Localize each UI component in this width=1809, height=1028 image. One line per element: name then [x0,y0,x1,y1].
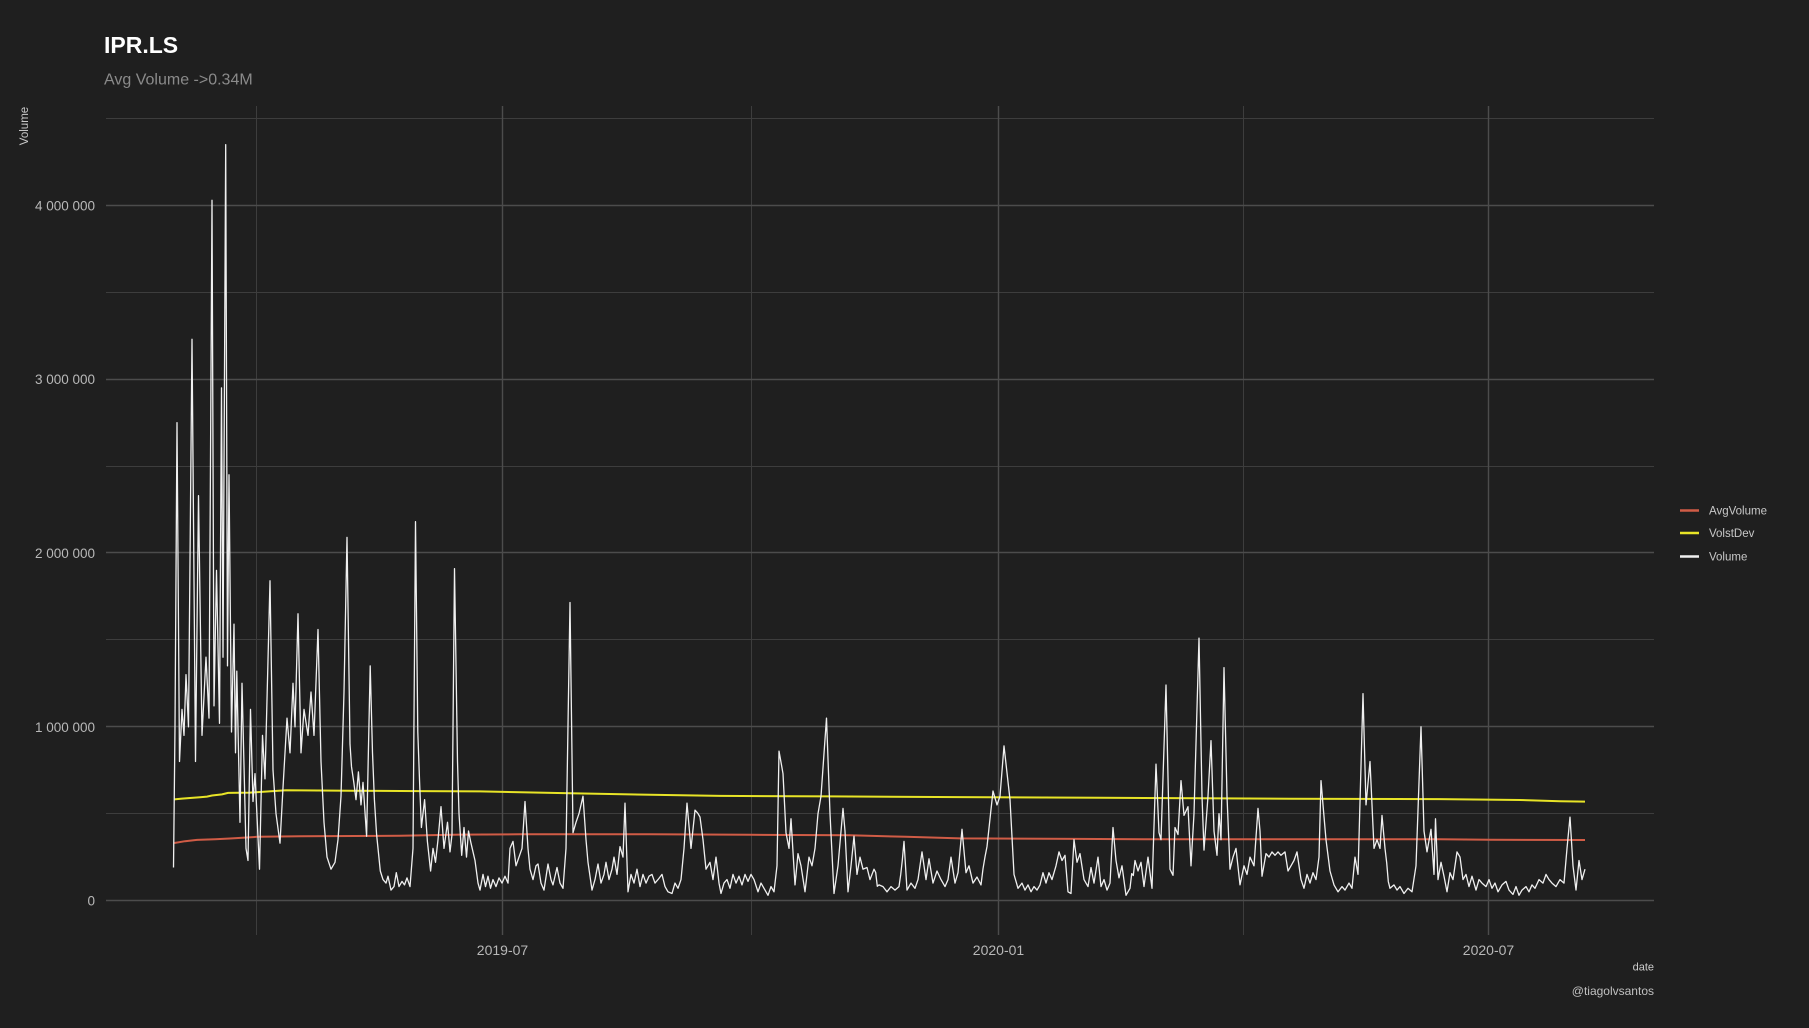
svg-text:Avg Volume ->0.34M: Avg Volume ->0.34M [104,72,253,89]
svg-text:Volume: Volume [1709,552,1747,564]
svg-text:3 000 000: 3 000 000 [35,372,95,387]
svg-text:date: date [1633,962,1654,974]
svg-text:@tiagolvsantos: @tiagolvsantos [1572,984,1654,998]
svg-text:IPR.LS: IPR.LS [104,32,178,58]
svg-text:2 000 000: 2 000 000 [35,546,95,561]
svg-text:2019-07: 2019-07 [477,942,529,958]
svg-text:Volume: Volume [19,107,31,145]
svg-text:AvgVolume: AvgVolume [1709,506,1767,518]
svg-text:1 000 000: 1 000 000 [35,720,95,735]
svg-text:0: 0 [87,894,95,909]
svg-text:2020-07: 2020-07 [1463,942,1515,958]
svg-text:2020-01: 2020-01 [973,942,1025,958]
svg-text:4 000 000: 4 000 000 [35,199,95,214]
svg-text:VolstDev: VolstDev [1709,528,1755,540]
